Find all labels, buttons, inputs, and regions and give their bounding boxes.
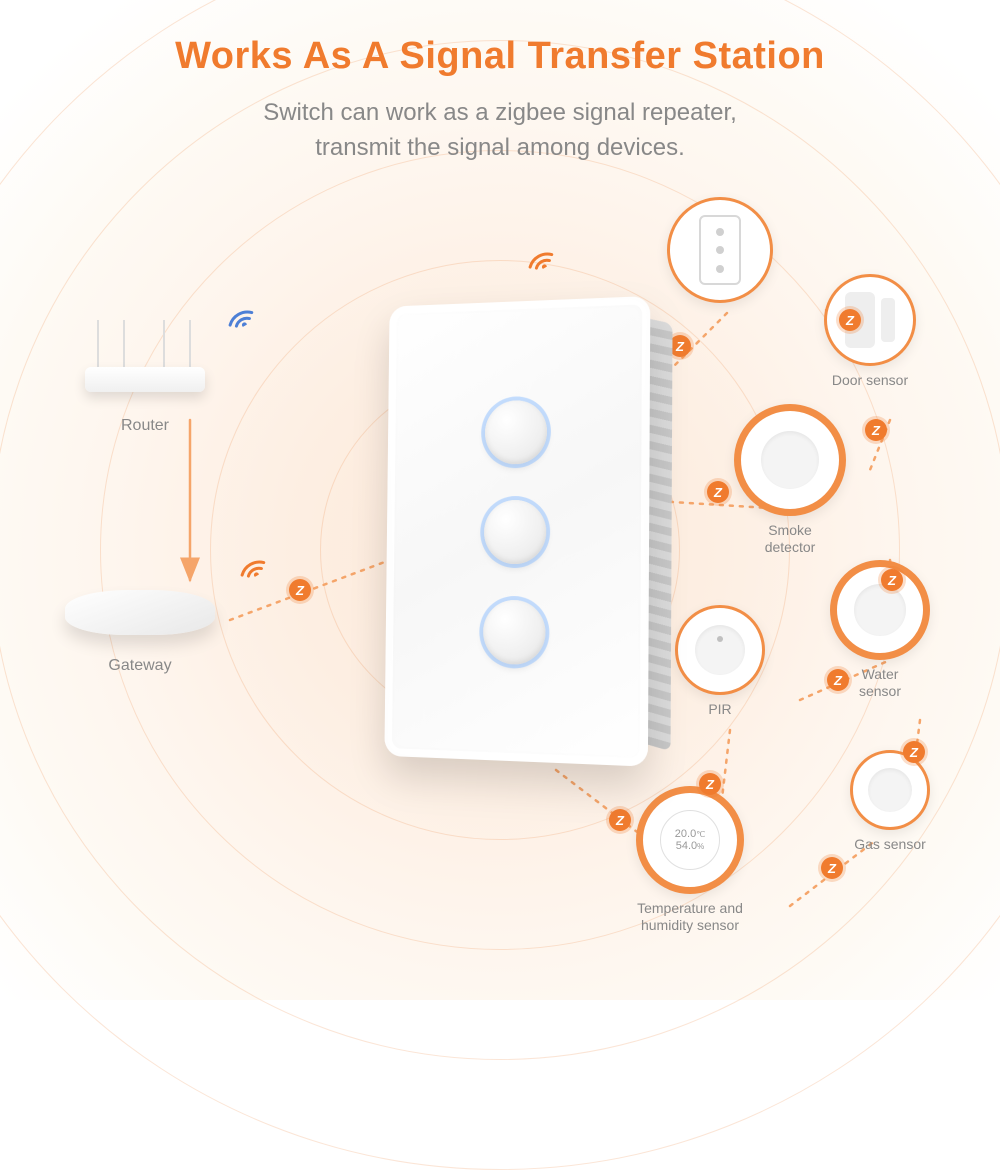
zigbee-badge-icon: Z <box>609 809 631 831</box>
zigbee-badge-icon: Z <box>699 773 721 795</box>
water-icon <box>830 560 930 660</box>
router-icon <box>75 310 215 410</box>
door_sensor-icon <box>824 274 916 366</box>
header: Works As A Signal Transfer Station Switc… <box>0 35 1000 166</box>
device-node-gas: Gas sensor <box>850 750 930 853</box>
gateway-label: Gateway <box>60 656 220 675</box>
page-title: Works As A Signal Transfer Station <box>0 35 1000 78</box>
zigbee-badge-icon: Z <box>707 481 729 503</box>
smoke-label: Smokedetector <box>734 522 846 556</box>
pir-icon <box>675 605 765 695</box>
zigbee-badge-icon: Z <box>821 857 843 879</box>
zigbee-badge-icon: Z <box>865 419 887 441</box>
temp-icon: 20.0℃54.0% <box>636 786 744 894</box>
switch-button-1 <box>485 400 548 465</box>
switch-button-3 <box>483 600 546 665</box>
router-node: Router <box>75 310 215 435</box>
central-switch <box>384 296 650 767</box>
device-node-door_sensor: Door sensor <box>824 274 916 389</box>
temp-label: Temperature andhumidity sensor <box>636 900 744 934</box>
device-node-smoke: Smokedetector <box>734 404 846 556</box>
mini_switch-icon <box>667 197 773 303</box>
switch-face <box>384 296 650 767</box>
router-label: Router <box>75 416 215 435</box>
zigbee-badge-icon: Z <box>881 569 903 591</box>
device-node-pir: PIR <box>675 605 765 718</box>
pir-label: PIR <box>675 701 765 718</box>
smoke-icon <box>734 404 846 516</box>
page-subtitle: Switch can work as a zigbee signal repea… <box>0 96 1000 166</box>
device-node-mini_switch <box>667 197 773 303</box>
gateway-icon <box>60 570 220 650</box>
device-node-temp: 20.0℃54.0% Temperature andhumidity sensor <box>636 786 744 934</box>
gateway-node: Gateway <box>60 570 220 675</box>
zigbee-badge-icon: Z <box>289 579 311 601</box>
zigbee-badge-icon: Z <box>839 309 861 331</box>
zigbee-badge-icon: Z <box>827 669 849 691</box>
zigbee-badge-icon: Z <box>903 741 925 763</box>
door_sensor-label: Door sensor <box>824 372 916 389</box>
switch-button-2 <box>484 500 547 564</box>
gas-label: Gas sensor <box>850 836 930 853</box>
